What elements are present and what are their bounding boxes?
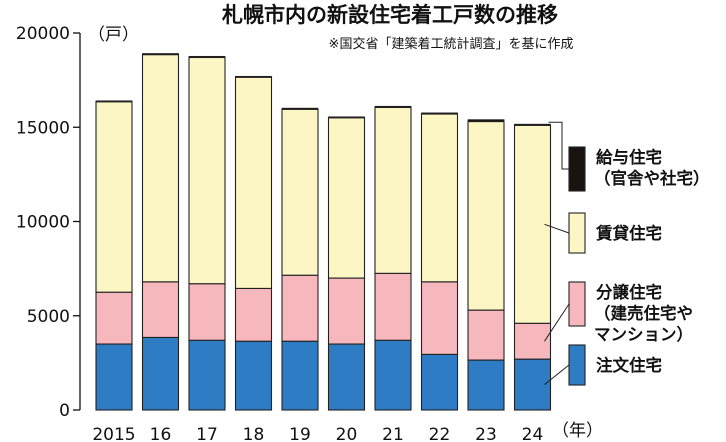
bar-segment	[420, 281, 459, 355]
bar-segment	[374, 106, 412, 274]
legend: 注文住宅 分譲住宅（建売住宅やマンション） 賃貸住宅 給与住宅（官舎や社宅）	[544, 121, 710, 386]
bar-segment	[234, 76, 273, 289]
x-axis-unit: （年）	[552, 421, 603, 441]
legend-leader	[548, 121, 569, 170]
bar-group	[234, 75, 273, 411]
bar-segment	[514, 123, 551, 126]
x-tick-label: 2015	[92, 425, 135, 442]
x-tick-label: 22	[429, 425, 451, 442]
axis-layer: 2015 16 17 18 19 20 21 22 23 24 0 5000 10000 15000 200…	[16, 24, 543, 442]
bar-segment	[235, 75, 272, 78]
bar-segment	[467, 119, 505, 122]
x-tick-label: 20	[336, 425, 358, 442]
y-tick-label: 0	[59, 401, 70, 421]
bar-group	[141, 53, 180, 411]
legend-label: 給与住宅（官舎や社宅）	[594, 147, 710, 188]
bar-segment	[188, 55, 226, 58]
bar-segment	[327, 117, 366, 279]
y-tick-label: 5000	[27, 307, 70, 327]
legend-swatch	[568, 146, 586, 192]
chart-note: ※国交省「建築着工統計調査」を基に作成	[329, 36, 574, 52]
bar-segment	[95, 100, 133, 103]
bar-group	[513, 123, 552, 411]
bar-segment	[327, 277, 366, 345]
bar-segment	[467, 359, 505, 411]
bar-segment	[234, 287, 273, 342]
bars-layer	[95, 53, 552, 411]
bar-segment	[327, 343, 366, 411]
bar-segment	[141, 281, 180, 338]
bar-segment	[234, 340, 273, 411]
legend-label: 注文住宅	[596, 355, 662, 375]
legend-swatch	[568, 212, 586, 254]
legend-leader	[544, 303, 570, 342]
bar-segment	[513, 358, 552, 411]
bar-group	[467, 119, 505, 411]
legend-leader	[544, 364, 570, 385]
bar-segment	[281, 107, 319, 110]
legend-label: 分譲住宅（建売住宅やマンション）	[594, 282, 693, 344]
bar-segment	[95, 343, 133, 411]
bar-group	[95, 100, 133, 411]
bar-group	[188, 55, 226, 411]
bar-segment	[374, 339, 412, 411]
x-tick-label: 19	[289, 425, 311, 442]
x-tick-label: 17	[196, 425, 218, 442]
x-tick-label: 24	[522, 425, 544, 442]
bar-segment	[513, 322, 552, 360]
bar-segment	[188, 283, 226, 341]
bar-segment	[142, 53, 179, 56]
y-tick-label: 15000	[16, 118, 70, 138]
bar-segment	[421, 112, 458, 115]
y-axis-unit: （戸）	[88, 25, 139, 45]
x-tick-label: 18	[243, 425, 265, 442]
x-tick-label: 23	[475, 425, 497, 442]
bar-segment	[374, 105, 412, 108]
bar-segment	[95, 101, 133, 293]
bar-segment	[141, 54, 180, 283]
bar-segment	[467, 121, 505, 311]
legend-leader	[544, 223, 570, 234]
legend-swatch	[568, 344, 586, 386]
bar-segment	[188, 339, 226, 411]
bar-segment	[281, 108, 319, 276]
y-tick-label: 10000	[16, 213, 70, 233]
bar-group	[327, 116, 366, 411]
x-tick-label: 21	[382, 425, 404, 442]
bar-segment	[420, 353, 459, 411]
legend-swatch	[568, 281, 586, 327]
bar-segment	[374, 272, 412, 341]
bar-segment	[141, 336, 180, 411]
bar-segment	[281, 340, 319, 411]
x-tick-label: 16	[150, 425, 172, 442]
bar-segment	[95, 291, 133, 345]
bar-segment	[328, 116, 365, 119]
bar-segment	[420, 113, 459, 283]
bar-segment	[188, 56, 226, 285]
bar-segment	[281, 274, 319, 342]
y-tick-label: 20000	[16, 24, 70, 44]
bar-segment	[467, 309, 505, 361]
legend-label: 賃貸住宅	[595, 223, 662, 243]
bar-group	[281, 107, 319, 411]
bar-group	[374, 105, 412, 411]
chart-title: 札幌市内の新設住宅着工戸数の推移	[221, 3, 558, 27]
bar-group	[420, 112, 459, 411]
